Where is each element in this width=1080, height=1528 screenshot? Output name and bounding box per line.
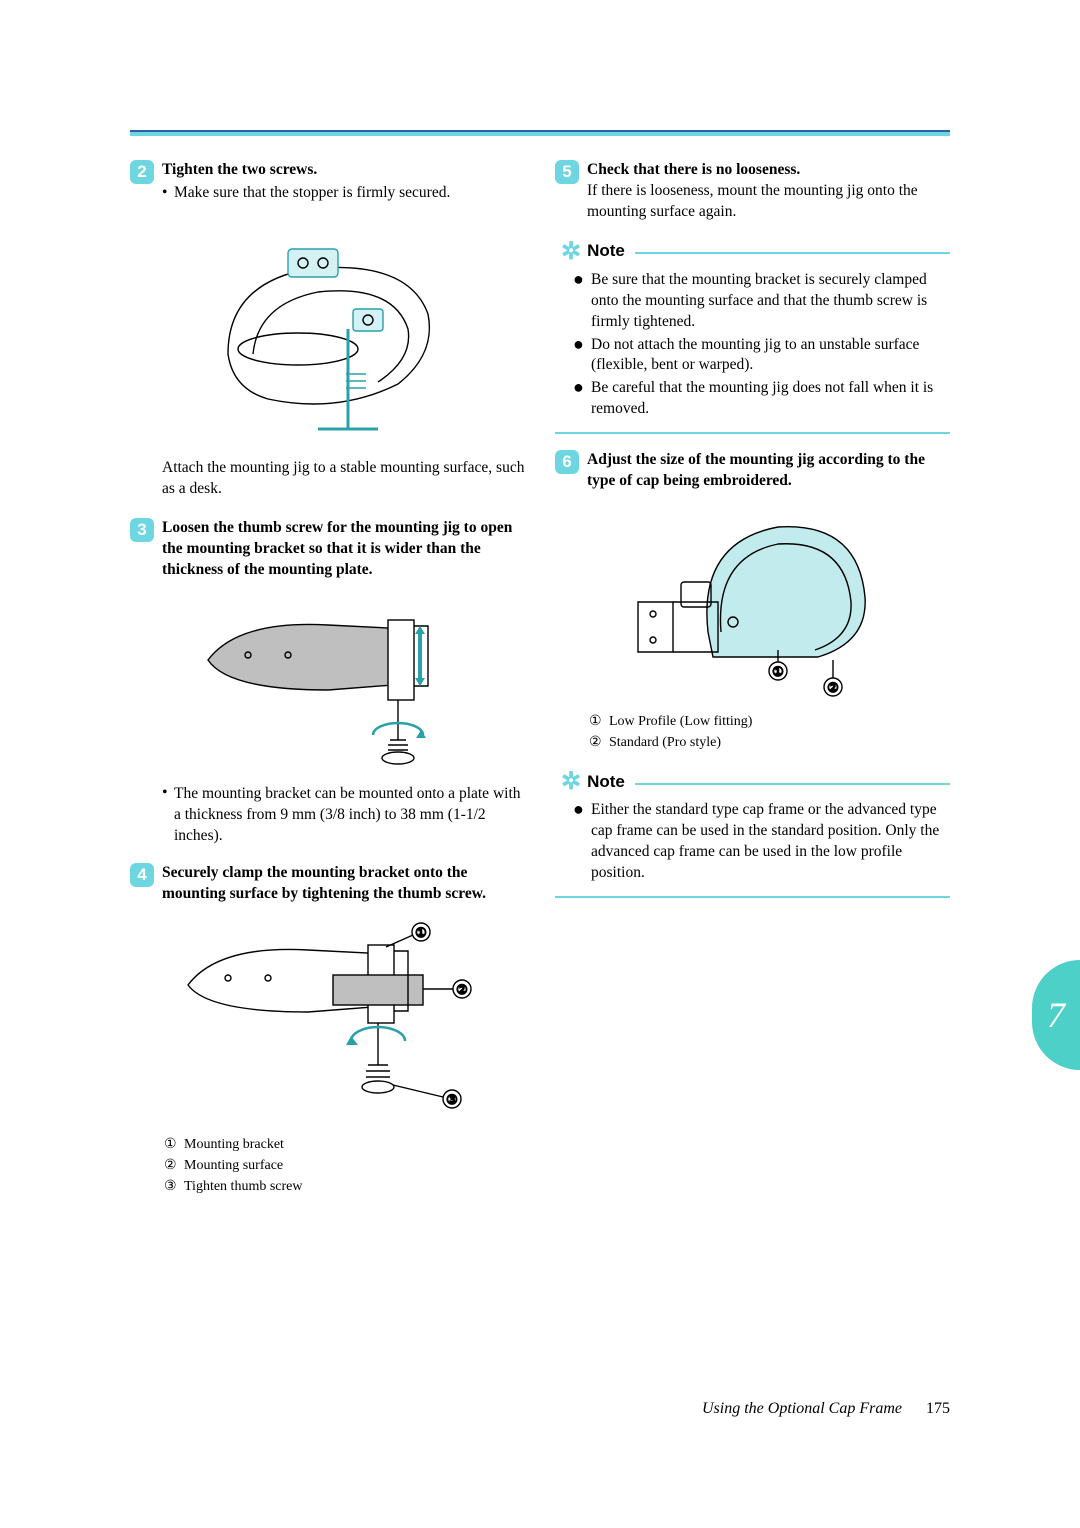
callout-1: ① bbox=[772, 664, 784, 679]
note-bullet: ● bbox=[573, 378, 591, 420]
note-text: Be sure that the mounting bracket is sec… bbox=[591, 270, 950, 333]
legend-num: ③ bbox=[164, 1176, 184, 1197]
step6-legend: ①Low Profile (Low fitting) ②Standard (Pr… bbox=[589, 711, 950, 753]
note-body: ●Either the standard type cap frame or t… bbox=[555, 800, 950, 898]
step-title: Tighten the two screws. bbox=[162, 160, 525, 181]
legend-num: ② bbox=[589, 732, 609, 753]
step-5: 5 Check that there is no looseness. If t… bbox=[555, 160, 950, 223]
bullet-dot: • bbox=[162, 183, 174, 204]
callout-2: ② bbox=[827, 680, 839, 695]
note-text: Be careful that the mounting jig does no… bbox=[591, 378, 950, 420]
note-bullet: ● bbox=[573, 800, 591, 884]
top-accent-bar bbox=[130, 130, 950, 136]
legend-num: ① bbox=[164, 1134, 184, 1155]
step-badge: 6 bbox=[555, 450, 579, 474]
right-column: 5 Check that there is no looseness. If t… bbox=[555, 160, 950, 1211]
legend-text: Standard (Pro style) bbox=[609, 732, 721, 753]
step-3: 3 Loosen the thumb screw for the mountin… bbox=[130, 518, 525, 581]
step4-legend: ①Mounting bracket ②Mounting surface ③Tig… bbox=[164, 1134, 525, 1197]
note-block-2: ✲ Note ●Either the standard type cap fra… bbox=[555, 767, 950, 898]
legend-text: Tighten thumb screw bbox=[184, 1176, 302, 1197]
note-star-icon: ✲ bbox=[561, 237, 581, 266]
figure-step2 bbox=[130, 214, 525, 444]
note-bullet: ● bbox=[573, 270, 591, 333]
note-text: Do not attach the mounting jig to an uns… bbox=[591, 335, 950, 377]
bullet-text: Make sure that the stopper is firmly sec… bbox=[174, 183, 450, 204]
figure-step6: ① ② bbox=[555, 502, 950, 697]
step-6: 6 Adjust the size of the mounting jig ac… bbox=[555, 450, 950, 492]
bullet-text: The mounting bracket can be mounted onto… bbox=[174, 784, 525, 847]
legend-num: ① bbox=[589, 711, 609, 732]
step-title: Adjust the size of the mounting jig acco… bbox=[587, 450, 950, 492]
step-text: If there is looseness, mount the mountin… bbox=[587, 182, 918, 220]
note-text: Either the standard type cap frame or th… bbox=[591, 800, 950, 884]
legend-text: Mounting bracket bbox=[184, 1134, 284, 1155]
legend-text: Low Profile (Low fitting) bbox=[609, 711, 752, 732]
left-column: 2 Tighten the two screws. • Make sure th… bbox=[130, 160, 525, 1211]
step-body: Check that there is no looseness. If the… bbox=[587, 160, 950, 223]
page-number: 175 bbox=[926, 1400, 950, 1417]
callout-2: ② bbox=[456, 982, 468, 997]
step-bullet: • Make sure that the stopper is firmly s… bbox=[162, 183, 525, 204]
note-rule bbox=[635, 783, 950, 785]
step2-caption: Attach the mounting jig to a stable moun… bbox=[162, 458, 525, 500]
note-header: ✲ Note bbox=[555, 767, 950, 796]
figure-step4: ① ② ③ bbox=[130, 915, 525, 1120]
step-badge: 4 bbox=[130, 863, 154, 887]
note-label: Note bbox=[587, 241, 625, 261]
page-footer: Using the Optional Cap Frame 175 bbox=[702, 1400, 950, 1418]
step-title: Securely clamp the mounting bracket onto… bbox=[162, 863, 525, 905]
step-4: 4 Securely clamp the mounting bracket on… bbox=[130, 863, 525, 905]
legend-num: ② bbox=[164, 1155, 184, 1176]
bullet-dot: • bbox=[162, 784, 174, 847]
step-badge: 3 bbox=[130, 518, 154, 542]
note-bullet: ● bbox=[573, 335, 591, 377]
note-body: ●Be sure that the mounting bracket is se… bbox=[555, 270, 950, 434]
step-badge: 2 bbox=[130, 160, 154, 184]
note-header: ✲ Note bbox=[555, 237, 950, 266]
footer-title: Using the Optional Cap Frame bbox=[702, 1400, 902, 1417]
note-rule bbox=[635, 252, 950, 254]
page-content: 2 Tighten the two screws. • Make sure th… bbox=[130, 160, 950, 1211]
legend-text: Mounting surface bbox=[184, 1155, 283, 1176]
callout-3: ③ bbox=[446, 1092, 458, 1107]
step-title: Loosen the thumb screw for the mounting … bbox=[162, 518, 525, 581]
step-badge: 5 bbox=[555, 160, 579, 184]
step-title: Check that there is no looseness. bbox=[587, 161, 800, 178]
note-block-1: ✲ Note ●Be sure that the mounting bracke… bbox=[555, 237, 950, 434]
chapter-number: 7 bbox=[1047, 994, 1065, 1036]
chapter-tab: 7 bbox=[1032, 960, 1080, 1070]
callout-1: ① bbox=[415, 925, 427, 940]
step-body: Tighten the two screws. • Make sure that… bbox=[162, 160, 525, 204]
note-star-icon: ✲ bbox=[561, 767, 581, 796]
figure-step3 bbox=[130, 590, 525, 770]
step-2: 2 Tighten the two screws. • Make sure th… bbox=[130, 160, 525, 204]
step3-bullet: • The mounting bracket can be mounted on… bbox=[162, 784, 525, 847]
note-label: Note bbox=[587, 772, 625, 792]
